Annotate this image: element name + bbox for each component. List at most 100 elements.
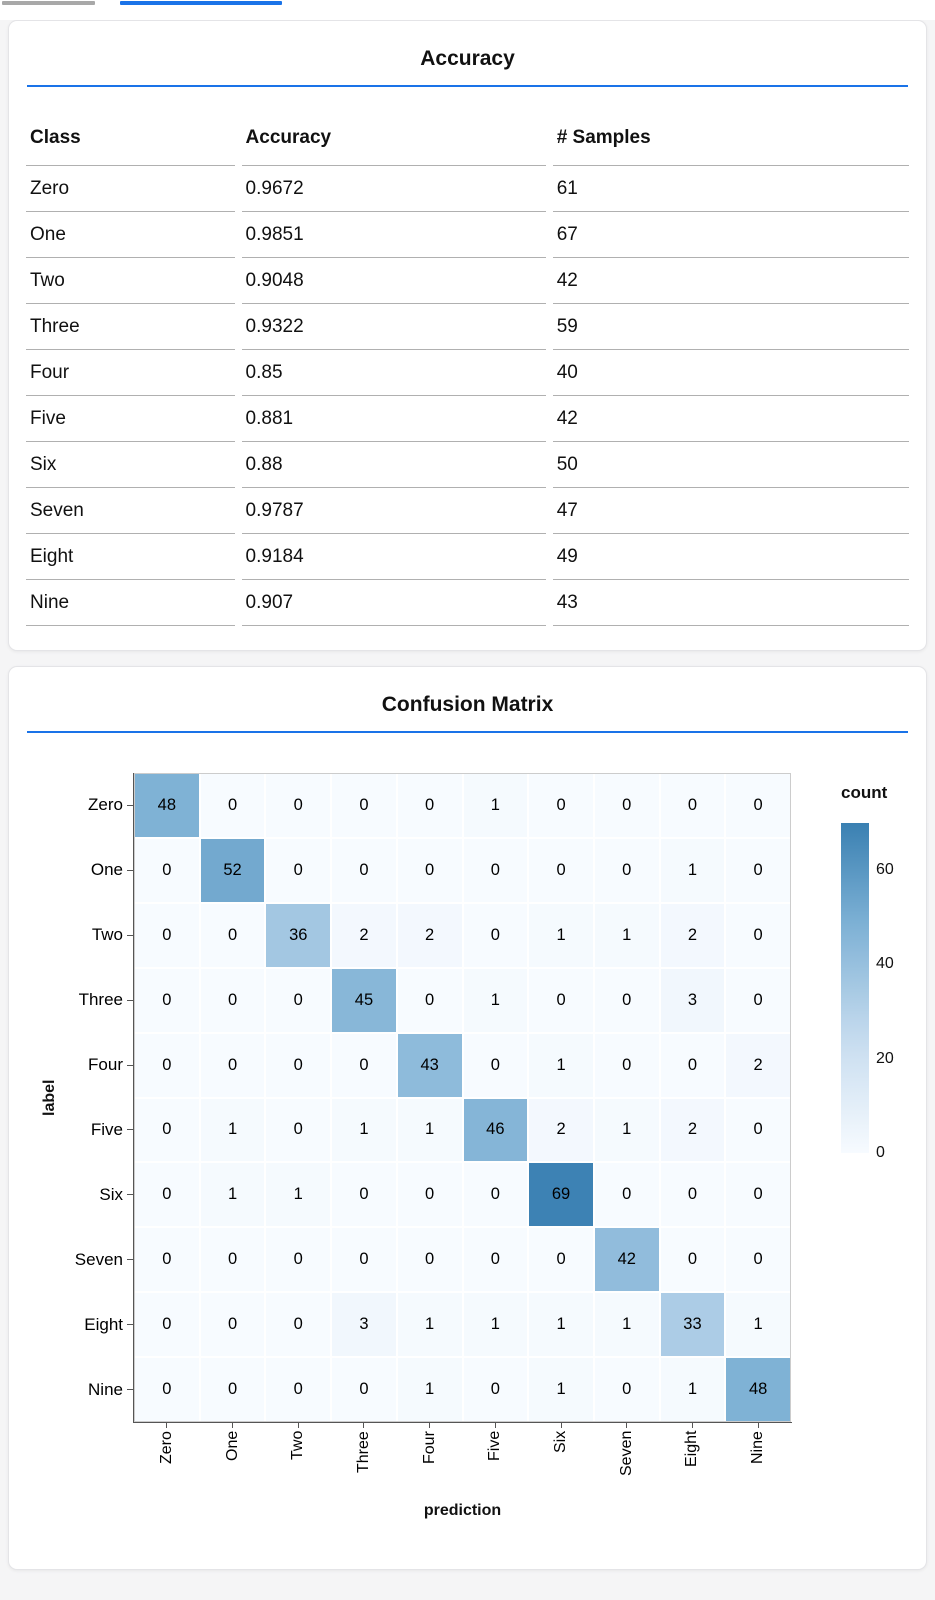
table-row: Two 0.9048 42 [26, 258, 909, 304]
heatmap-cell: 0 [397, 1163, 462, 1227]
cell-class: Six [26, 442, 235, 488]
heatmap-cell: 0 [200, 1293, 265, 1357]
y-tick-label: Nine [88, 1379, 123, 1399]
heatmap-cell: 0 [529, 838, 593, 902]
legend-tick-label: 20 [876, 1049, 894, 1067]
heatmap-cell: 1 [660, 838, 725, 902]
legend-title: count [841, 783, 888, 802]
confusion-matrix-title: Confusion Matrix [381, 693, 554, 716]
heatmap-cell: 0 [594, 1163, 659, 1227]
heatmap-cell: 0 [266, 838, 331, 902]
heatmap-cell: 0 [266, 1228, 331, 1292]
heatmap-cell: 1 [332, 1098, 396, 1162]
table-row: One 0.9851 67 [26, 212, 909, 258]
column-header-samples: # Samples [552, 93, 909, 166]
accuracy-table: Class Accuracy # Samples Zero 0.9672 61 One… [19, 93, 916, 626]
heatmap-cell: 1 [660, 1358, 725, 1421]
heatmap-cell: 1 [594, 1098, 659, 1162]
heatmap-cell: 0 [463, 1228, 528, 1292]
heatmap-cell: 0 [266, 1358, 331, 1421]
x-axis-title: prediction [423, 1502, 502, 1519]
scrollbar-thumb[interactable] [2, 1, 95, 5]
cell-samples: 43 [552, 580, 909, 626]
heatmap-cell: 0 [332, 1228, 396, 1292]
x-tick-label: Eight [683, 1431, 701, 1468]
cell-class: Three [26, 304, 235, 350]
heatmap-cell: 0 [332, 838, 396, 902]
y-tick [127, 804, 133, 806]
heatmap-cell: 1 [529, 1033, 593, 1097]
y-tick-label: Six [99, 1184, 123, 1204]
legend-tick-label: 40 [876, 955, 894, 973]
y-tick-label: Four [88, 1055, 123, 1075]
confusion-matrix-chart: label 48 0 0 0 0 1 0 0 0 0 0 52 0 0 0 0 0 0 1 0 0 0 36 2 2 0 1 1 2 0 0… [19, 739, 916, 1539]
heatmap-cell: 0 [397, 1228, 462, 1292]
heatmap-cell: 2 [726, 1033, 790, 1097]
heatmap-cell: 1 [463, 774, 528, 837]
y-axis-line [133, 773, 134, 1423]
y-tick [127, 934, 133, 936]
accuracy-title-rule [27, 85, 908, 87]
x-tick [757, 1423, 759, 1428]
y-tick-label: Seven [74, 1249, 123, 1269]
heatmap-cell: 2 [332, 903, 396, 967]
heatmap-cell: 0 [135, 1163, 199, 1227]
heatmap-cell: 0 [660, 1228, 725, 1292]
heatmap-cell: 0 [200, 1228, 265, 1292]
heatmap-cell: 69 [529, 1163, 593, 1227]
confusion-matrix-title-rule [27, 731, 908, 733]
heatmap-cell: 1 [397, 1098, 462, 1162]
legend-tick-label: 60 [876, 861, 894, 879]
heatmap-cell: 0 [726, 774, 790, 837]
heatmap-cell: 0 [200, 774, 265, 837]
cell-class: Five [26, 396, 235, 442]
heatmap-cell: 0 [200, 1033, 265, 1097]
heatmap-cell: 1 [594, 903, 659, 967]
heatmap-cell: 1 [200, 1098, 265, 1162]
y-tick [127, 1129, 133, 1131]
x-tick-label: Seven [617, 1431, 635, 1477]
table-row: Four 0.85 40 [26, 350, 909, 396]
heatmap-cell: 1 [529, 1358, 593, 1421]
y-tick-label: Two [91, 925, 123, 945]
heatmap-cell: 0 [200, 903, 265, 967]
heatmap-cell: 0 [332, 774, 396, 837]
cell-class: Nine [26, 580, 235, 626]
accuracy-header-row: Class Accuracy # Samples [26, 93, 909, 166]
heatmap-cell: 0 [594, 774, 659, 837]
heatmap-cell: 2 [660, 1098, 725, 1162]
heatmap-cell: 0 [200, 968, 265, 1032]
cell-accuracy: 0.9048 [241, 258, 546, 304]
heatmap-cell: 2 [660, 903, 725, 967]
heatmap-cell: 1 [463, 1293, 528, 1357]
heatmap-cell: 52 [200, 838, 265, 902]
y-tick [127, 1194, 133, 1196]
cell-samples: 67 [552, 212, 909, 258]
x-tick [297, 1423, 299, 1428]
cell-samples: 50 [552, 442, 909, 488]
heatmap-cell: 33 [660, 1293, 725, 1357]
y-tick-label: Zero [88, 795, 123, 815]
heatmap-cell: 0 [135, 1033, 199, 1097]
table-row: Nine 0.907 43 [26, 580, 909, 626]
heatmap-cell: 0 [266, 968, 331, 1032]
y-tick [127, 1064, 133, 1066]
heatmap-cell: 0 [660, 774, 725, 837]
heatmap-cell: 0 [463, 1358, 528, 1421]
confusion-matrix-card: Confusion Matrix label 48 0 0 0 0 1 0 0 0 0 0 52 0 0 0… [8, 666, 927, 1570]
heatmap-cell: 42 [594, 1228, 659, 1292]
heatmap-cell: 0 [726, 1098, 790, 1162]
x-tick [494, 1423, 496, 1428]
heatmap-cell: 0 [594, 838, 659, 902]
heatmap-cell: 0 [726, 903, 790, 967]
cell-class: Eight [26, 534, 235, 580]
heatmap-cell: 0 [397, 774, 462, 837]
cell-samples: 59 [552, 304, 909, 350]
cell-accuracy: 0.9787 [241, 488, 546, 534]
cell-accuracy: 0.9322 [241, 304, 546, 350]
x-tick [560, 1423, 562, 1428]
active-tab-indicator[interactable] [120, 1, 282, 5]
heatmap-cell: 0 [135, 968, 199, 1032]
cell-accuracy: 0.85 [241, 350, 546, 396]
heatmap-cell: 0 [332, 1163, 396, 1227]
